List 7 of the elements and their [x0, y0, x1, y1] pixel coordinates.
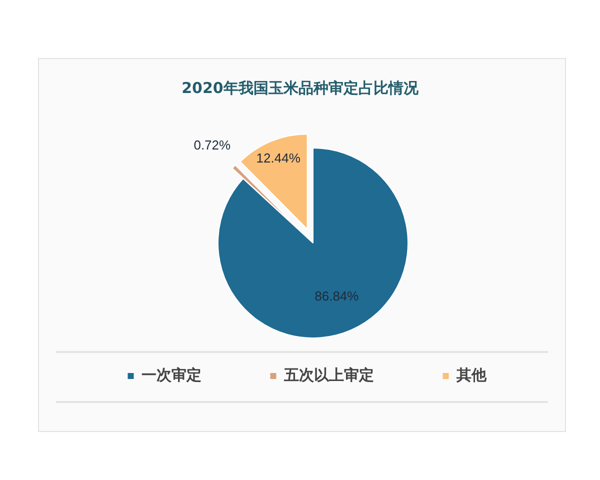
- data-label: 12.44%: [256, 150, 301, 166]
- data-label: 86.84%: [314, 288, 360, 304]
- legend-label: 五次以上审定: [282, 366, 374, 384]
- legend-label: 一次审定: [141, 366, 202, 384]
- data-label: 0.72%: [194, 137, 232, 152]
- legend-label: 其他: [455, 366, 488, 384]
- chart-title: 2020年我国玉米品种审定占比情况: [182, 78, 420, 97]
